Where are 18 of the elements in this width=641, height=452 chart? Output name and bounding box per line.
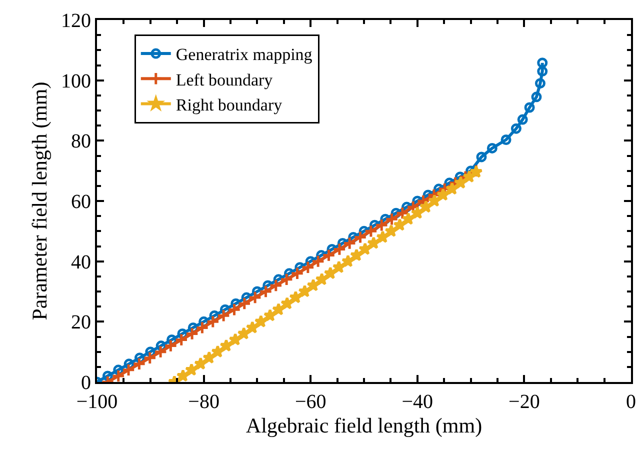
y-tick-label: 0 [81,372,91,394]
x-tick-label: −100 [76,391,118,413]
x-tick-label: −80 [188,391,220,413]
x-tick-label: −20 [508,391,540,413]
legend-label: Generatrix mapping [176,45,313,64]
y-tick-label: 40 [71,251,91,274]
y-tick-label: 100 [61,70,91,92]
legend-label: Right boundary [176,95,283,114]
x-tick-label: 0 [626,391,636,413]
y-tick-label: 20 [71,312,91,334]
y-tick-label: 80 [71,130,91,153]
legend-label: Left boundary [176,70,274,90]
x-axis-title: Algebraic field length (mm) [246,414,482,438]
x-tick-label: −40 [402,391,434,413]
x-tick-label: −60 [294,391,326,413]
y-axis-title: Parameter field length (mm) [28,82,52,320]
y-tick-label: 120 [61,10,91,32]
y-tick-label: 60 [71,191,91,213]
